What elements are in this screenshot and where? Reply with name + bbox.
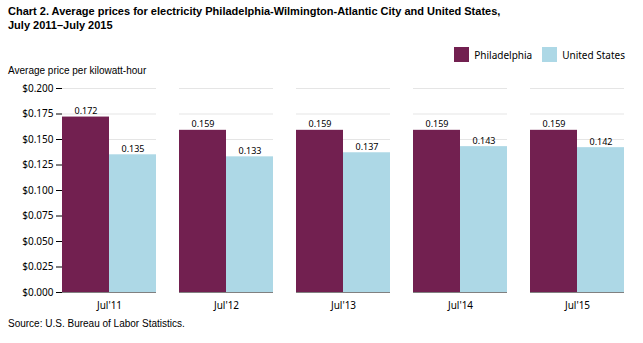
svg-text:$0.150: $0.150 <box>22 132 54 146</box>
svg-text:0.143: 0.143 <box>472 134 495 147</box>
svg-text:$0.175: $0.175 <box>22 106 54 120</box>
svg-text:$0.125: $0.125 <box>22 157 54 171</box>
svg-text:Jul'11: Jul'11 <box>96 298 122 312</box>
svg-text:$0.200: $0.200 <box>22 81 54 95</box>
svg-text:0.159: 0.159 <box>191 117 214 130</box>
svg-text:$0.050: $0.050 <box>22 234 54 248</box>
svg-text:$0.025: $0.025 <box>22 259 54 273</box>
html-text:Source: U.S. Bureau of Labor S: Source: U.S. Bureau of Labor Statistics. <box>8 318 185 329</box>
svg-text:0.137: 0.137 <box>355 140 378 153</box>
svg-text:0.159: 0.159 <box>308 117 331 130</box>
svg-text:0.133: 0.133 <box>238 144 261 157</box>
svg-text:0.142: 0.142 <box>589 135 612 148</box>
svg-text:Jul'13: Jul'13 <box>330 298 356 312</box>
svg-text:Jul'12: Jul'12 <box>213 298 239 312</box>
svg-text:$0.000: $0.000 <box>22 285 54 299</box>
svg-text:Jul'14: Jul'14 <box>447 298 473 312</box>
svg-text:Jul'15: Jul'15 <box>564 298 590 312</box>
html-text:Philadelphia: Philadelphia <box>474 47 533 62</box>
svg-text:0.172: 0.172 <box>74 104 97 117</box>
svg-text:0.159: 0.159 <box>542 117 565 130</box>
html-text:July 2011–July 2015: July 2011–July 2015 <box>8 19 113 31</box>
svg-text:0.135: 0.135 <box>121 142 144 155</box>
svg-text:$0.075: $0.075 <box>22 208 54 222</box>
html-text:Chart 2. Average prices for el: Chart 2. Average prices for electricity … <box>8 5 501 17</box>
html-text:United States: United States <box>562 47 625 62</box>
svg-text:$0.100: $0.100 <box>22 183 54 197</box>
svg-text:0.159: 0.159 <box>425 117 448 130</box>
html-text:Average price per kilowatt-hou: Average price per kilowatt-hour <box>8 65 147 76</box>
